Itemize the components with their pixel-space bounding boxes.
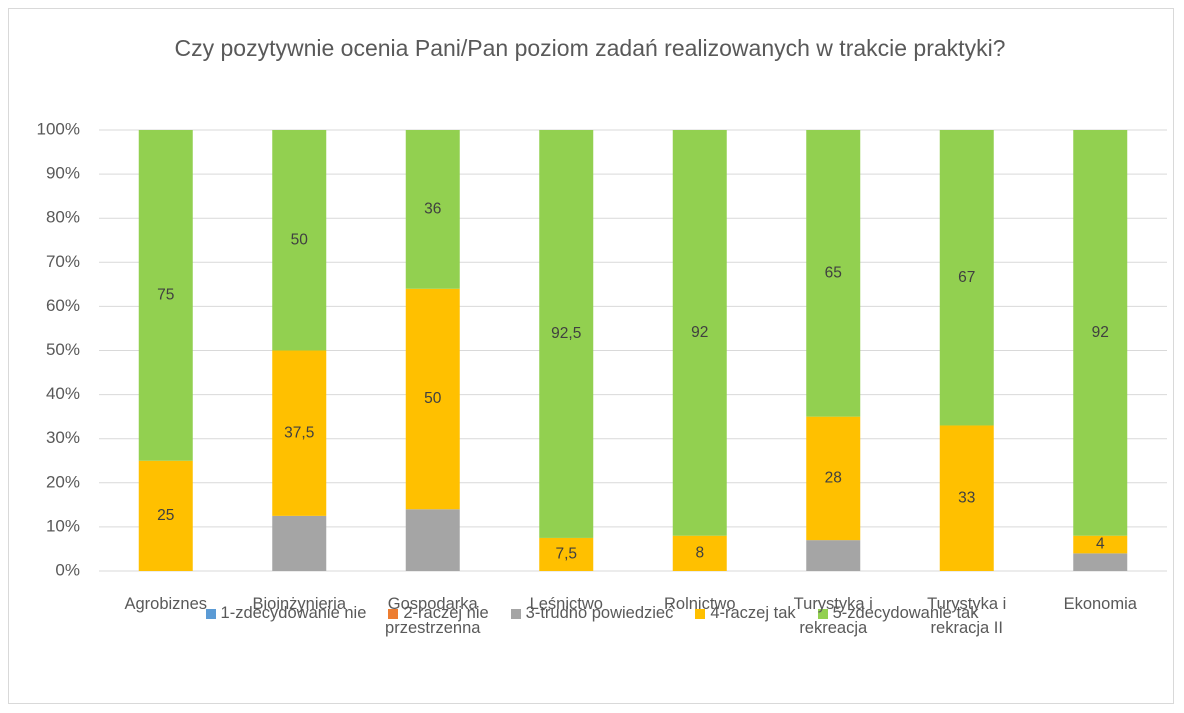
x-tick-label: Rolnictwo (663, 595, 736, 613)
y-tick-label: 50% (46, 340, 80, 359)
bar-segment (806, 416, 861, 541)
data-label: 36 (424, 200, 441, 217)
data-label: 50 (291, 231, 309, 248)
y-tick-label: 40% (46, 384, 80, 403)
bar-segment (1073, 535, 1128, 554)
data-label: 67 (958, 269, 975, 286)
legend-swatch (695, 608, 706, 619)
bar-segment (672, 130, 727, 536)
legend-label: 1-zdecydowanie nie (220, 604, 367, 622)
data-label: 92,5 (551, 325, 581, 342)
data-label: 50 (424, 390, 442, 407)
data-label: 25 (157, 507, 174, 524)
legend-item: 3-trudno powiedzieć (510, 604, 674, 623)
y-tick-label: 20% (46, 472, 80, 491)
legend-item: 4-raczej tak (695, 604, 796, 623)
bar-segment (138, 460, 193, 571)
y-tick-label: 30% (46, 428, 80, 447)
x-tick-label: Bioinżynieria (252, 595, 347, 613)
data-label: 33 (958, 489, 975, 506)
data-label: 8 (695, 544, 704, 561)
y-tick-label: 90% (46, 164, 80, 183)
x-tick-label: Ekonomia (1063, 595, 1137, 613)
bar-segment (939, 130, 994, 426)
y-tick-label: 60% (46, 296, 80, 315)
legend-item: 1-zdecydowanie nie (205, 604, 367, 623)
bar-segment (539, 130, 594, 538)
data-label: 28 (825, 469, 842, 486)
chart-title: Czy pozytywnie ocenia Pani/Pan poziom za… (174, 35, 1006, 61)
x-tick-label: Turystyka i rekracja II (927, 595, 1007, 637)
bar-segment (405, 509, 460, 571)
bar-segment (272, 515, 327, 571)
bar-segment (272, 350, 327, 516)
x-tick-label: Agrobiznes (124, 595, 208, 613)
y-tick-label: 70% (46, 252, 80, 271)
legend-label: 2-raczej nie (403, 604, 489, 622)
legend-label: 4-raczej tak (710, 604, 796, 622)
bar-segment (806, 130, 861, 417)
legend-swatch (817, 608, 828, 619)
y-tick-label: 0% (55, 560, 80, 579)
x-tick-label: Gospodarka przestrzenna (385, 595, 481, 637)
x-tick-label: Leśnictwo (529, 595, 603, 613)
data-label: 37,5 (284, 424, 314, 441)
data-label: 7,5 (555, 546, 577, 563)
bar-segment (272, 130, 327, 351)
data-label: 65 (825, 264, 842, 281)
y-tick-label: 10% (46, 516, 80, 535)
data-label: 92 (691, 324, 708, 341)
bar-segment (1073, 130, 1128, 536)
y-tick-label: 100% (37, 119, 80, 138)
bar-segment (405, 130, 460, 289)
legend-swatch (388, 608, 399, 619)
legend-swatch (205, 608, 216, 619)
legend-item: 2-raczej nie (388, 604, 489, 623)
bar-segment (806, 540, 861, 571)
bar-segment (405, 288, 460, 510)
bar-segment (539, 537, 594, 571)
data-label: 4 (1096, 536, 1105, 553)
legend: 1-zdecydowanie nie 2-raczej nie 3-trudno p… (0, 604, 1184, 623)
legend-label: 5-zdecydowanie tak (832, 604, 979, 622)
bar-segment (672, 535, 727, 571)
chart-border (8, 8, 1174, 704)
data-label: 92 (1092, 324, 1109, 341)
bar-segment (138, 130, 193, 461)
y-tick-label: 80% (46, 208, 80, 227)
legend-item: 5-zdecydowanie tak (817, 604, 979, 623)
bar-segment (1073, 553, 1128, 571)
data-label: 75 (157, 286, 174, 303)
legend-label: 3-trudno powiedzieć (525, 604, 674, 622)
bar-segment (939, 425, 994, 571)
legend-swatch (510, 608, 521, 619)
x-tick-label: Turystyka i rekreacja (793, 595, 873, 637)
